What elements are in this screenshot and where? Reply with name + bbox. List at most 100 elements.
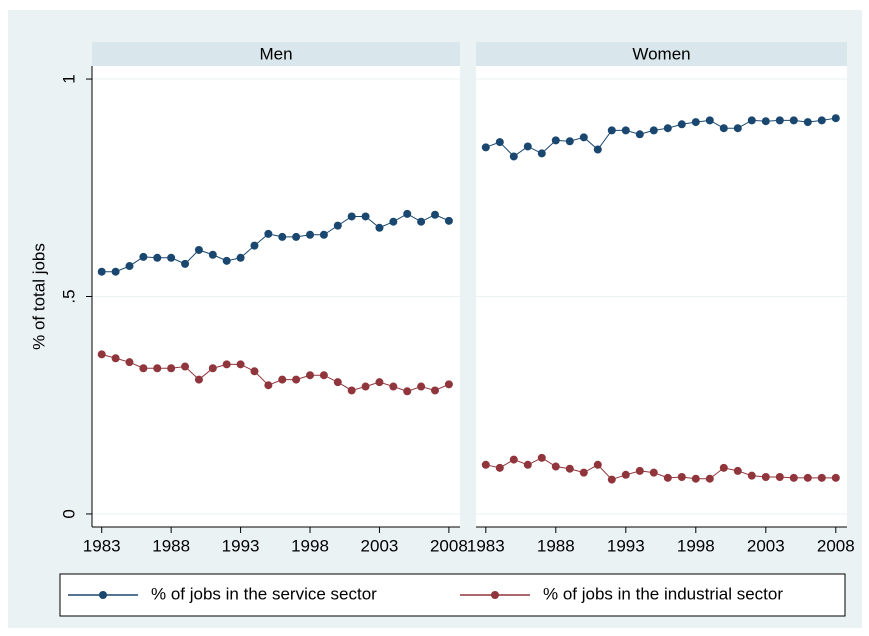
data-point [705, 116, 714, 125]
x-tick-label: 1993 [607, 536, 645, 555]
data-point [222, 360, 231, 369]
data-point [495, 138, 504, 147]
data-point [375, 378, 384, 387]
x-tick-label: 1988 [152, 536, 190, 555]
data-point [389, 382, 398, 391]
data-point [691, 474, 700, 483]
data-point [139, 364, 148, 373]
data-point [733, 124, 742, 133]
data-point [319, 371, 328, 380]
y-tick-label: 1 [59, 74, 78, 83]
data-point [431, 210, 440, 219]
x-tick-label: 2003 [361, 536, 399, 555]
data-point [153, 253, 162, 262]
data-point [236, 253, 245, 262]
data-point [663, 473, 672, 482]
legend-label: % of jobs in the service sector [151, 584, 377, 603]
data-point [761, 472, 770, 481]
data-point [236, 360, 245, 369]
data-point [250, 367, 259, 376]
data-point [579, 468, 588, 477]
data-point [719, 124, 728, 133]
data-point [495, 463, 504, 472]
data-point [775, 472, 784, 481]
data-point [635, 130, 644, 139]
data-point [509, 152, 518, 161]
data-point [194, 245, 203, 254]
y-tick-label: 0 [59, 509, 78, 518]
legend-marker [491, 591, 499, 599]
data-point [663, 124, 672, 133]
data-point [208, 364, 217, 373]
data-point [250, 241, 259, 250]
data-point [153, 364, 162, 373]
data-point [523, 460, 532, 469]
data-point [333, 221, 342, 230]
data-point [551, 136, 560, 145]
data-point [509, 455, 518, 464]
x-tick-label: 1983 [467, 536, 505, 555]
panel-title: Men [259, 44, 292, 63]
data-point [747, 116, 756, 125]
data-point [747, 471, 756, 480]
data-point [111, 267, 120, 276]
data-point [278, 232, 287, 241]
data-point [817, 473, 826, 482]
data-point [347, 212, 356, 221]
data-point [375, 223, 384, 232]
x-tick-label: 2008 [430, 536, 468, 555]
x-tick-label: 1983 [83, 536, 121, 555]
x-tick-label: 2008 [817, 536, 855, 555]
data-point [803, 473, 812, 482]
data-point [167, 253, 176, 262]
data-point [789, 473, 798, 482]
data-point [579, 133, 588, 142]
legend-label: % of jobs in the industrial sector [543, 584, 783, 603]
x-tick-label: 1998 [677, 536, 715, 555]
data-point [537, 149, 546, 158]
data-point [677, 120, 686, 129]
data-point [593, 145, 602, 154]
data-point [719, 463, 728, 472]
data-point [607, 475, 616, 484]
x-tick-label: 1993 [222, 536, 260, 555]
data-point [97, 267, 106, 276]
legend [59, 573, 846, 617]
data-point [194, 375, 203, 384]
data-point [523, 142, 532, 151]
data-point [831, 473, 840, 482]
data-point [593, 460, 602, 469]
data-point [481, 460, 490, 469]
data-point [649, 468, 658, 477]
data-point [621, 470, 630, 479]
data-point [831, 114, 840, 123]
data-point [817, 116, 826, 125]
data-point [635, 466, 644, 475]
data-point [431, 386, 440, 395]
data-point [111, 354, 120, 363]
data-point [444, 380, 453, 389]
data-point [181, 362, 190, 371]
data-point [403, 209, 412, 218]
data-point [361, 382, 370, 391]
data-point [691, 118, 700, 127]
data-point [565, 464, 574, 473]
data-point [551, 462, 560, 471]
data-point [761, 117, 770, 126]
data-point [97, 350, 106, 359]
data-point [733, 466, 742, 475]
data-point [444, 216, 453, 225]
data-point [222, 256, 231, 265]
data-point [319, 230, 328, 239]
x-tick-label: 2003 [747, 536, 785, 555]
data-point [181, 259, 190, 268]
data-point [389, 217, 398, 226]
data-point [705, 474, 714, 483]
data-point [333, 378, 342, 387]
data-point [347, 386, 356, 395]
x-tick-label: 1998 [291, 536, 329, 555]
data-point [803, 118, 812, 127]
data-point [306, 371, 315, 380]
data-point [125, 262, 134, 271]
